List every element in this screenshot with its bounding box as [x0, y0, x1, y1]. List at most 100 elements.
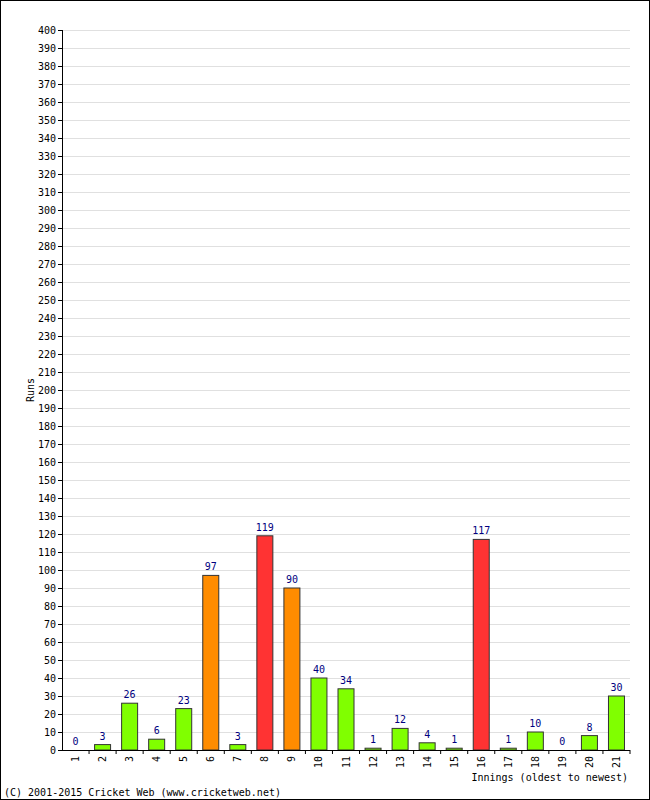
y-tick [58, 30, 62, 31]
y-tick [58, 192, 62, 193]
grid-line [62, 552, 630, 553]
data-label: 90 [286, 574, 298, 585]
y-tick [58, 354, 62, 355]
bars [95, 536, 625, 750]
bar [284, 588, 300, 750]
grid-line [62, 246, 630, 247]
x-tick-label: 21 [611, 756, 622, 768]
x-tick [548, 750, 549, 754]
x-tick [630, 750, 631, 754]
x-tick-label: 10 [313, 756, 324, 768]
y-tick-label: 150 [38, 475, 56, 486]
y-tick [58, 390, 62, 391]
y-tick-label: 80 [44, 601, 56, 612]
y-tick-label: 370 [38, 79, 56, 90]
y-tick [58, 678, 62, 679]
data-label: 12 [394, 714, 406, 725]
grid-line [62, 660, 630, 661]
grid-line [62, 174, 630, 175]
y-tick [58, 120, 62, 121]
x-axis: 123456789101112131415161718192021 [70, 750, 630, 768]
bar [419, 743, 435, 750]
y-tick [58, 588, 62, 589]
x-tick-label: 9 [286, 756, 297, 762]
grid-line [62, 354, 630, 355]
y-tick-label: 120 [38, 529, 56, 540]
y-tick [58, 246, 62, 247]
y-tick [58, 228, 62, 229]
y-tick-label: 340 [38, 133, 56, 144]
y-tick-label: 330 [38, 151, 56, 162]
y-tick [58, 282, 62, 283]
bar [338, 689, 354, 750]
x-tick-label: 15 [449, 756, 460, 768]
y-tick [58, 714, 62, 715]
y-tick [58, 750, 62, 751]
y-tick-label: 270 [38, 259, 56, 270]
y-tick [58, 138, 62, 139]
y-axis-title: Runs [25, 378, 36, 402]
y-tick-label: 300 [38, 205, 56, 216]
data-label: 119 [256, 522, 274, 533]
grid-line [62, 462, 630, 463]
y-tick-label: 250 [38, 295, 56, 306]
x-tick [602, 750, 603, 754]
bar [581, 736, 597, 750]
y-tick-label: 170 [38, 439, 56, 450]
x-tick [440, 750, 441, 754]
copyright: (C) 2001-2015 Cricket Web (www.cricketwe… [4, 787, 281, 798]
grid-line [62, 624, 630, 625]
data-label: 6 [154, 725, 160, 736]
x-tick [251, 750, 252, 754]
grid-line [62, 228, 630, 229]
data-label: 10 [529, 718, 541, 729]
grid-line [62, 156, 630, 157]
y-tick-label: 130 [38, 511, 56, 522]
y-tick-label: 240 [38, 313, 56, 324]
grid-line [62, 498, 630, 499]
y-tick [58, 462, 62, 463]
x-tick [89, 750, 90, 754]
grid-line [62, 642, 630, 643]
y-tick-label: 180 [38, 421, 56, 432]
y-tick-label: 20 [44, 709, 56, 720]
grid-line [62, 606, 630, 607]
y-tick [58, 534, 62, 535]
x-tick [305, 750, 306, 754]
x-tick-label: 2 [97, 756, 108, 762]
chart-svg: 0102030405060708090100110120130140150160… [0, 0, 650, 800]
y-tick-label: 90 [44, 583, 56, 594]
grid-line [62, 588, 630, 589]
x-axis-title: Innings (oldest to newest) [471, 772, 628, 783]
grid-line [62, 534, 630, 535]
y-tick [58, 264, 62, 265]
x-tick-label: 19 [557, 756, 568, 768]
y-tick-label: 60 [44, 637, 56, 648]
bar [230, 745, 246, 750]
y-tick [58, 318, 62, 319]
y-tick-label: 190 [38, 403, 56, 414]
bar [446, 748, 462, 750]
bar [365, 748, 381, 750]
data-label: 117 [472, 525, 490, 536]
grid-line [62, 336, 630, 337]
data-label: 8 [586, 722, 592, 733]
grid-line [62, 480, 630, 481]
y-tick [58, 606, 62, 607]
x-tick-label: 1 [70, 756, 81, 762]
grid-line [62, 372, 630, 373]
y-tick-label: 210 [38, 367, 56, 378]
grid-line [62, 138, 630, 139]
x-tick [116, 750, 117, 754]
grid-line [62, 84, 630, 85]
x-tick-label: 8 [259, 756, 270, 762]
y-tick-label: 320 [38, 169, 56, 180]
data-label: 34 [340, 675, 352, 686]
y-tick [58, 66, 62, 67]
y-tick-label: 50 [44, 655, 56, 666]
x-tick-label: 18 [530, 756, 541, 768]
x-tick [278, 750, 279, 754]
data-label: 1 [451, 734, 457, 745]
grid-line [62, 192, 630, 193]
x-tick [386, 750, 387, 754]
